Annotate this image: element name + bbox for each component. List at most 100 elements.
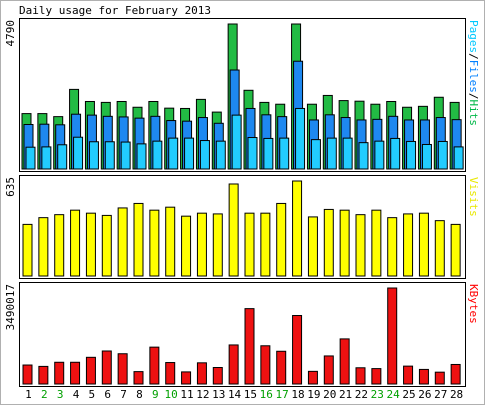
legend-visits: Visits <box>467 177 480 217</box>
bar-pages-day-7 <box>120 141 131 170</box>
bar-kbytes-day-27 <box>434 371 445 385</box>
legend-entry: Hits <box>467 100 480 127</box>
bar-pages-day-20 <box>326 137 337 170</box>
legend-entry: Visits <box>467 177 480 217</box>
x-tick-day-19: 19 <box>307 388 320 401</box>
bar-kbytes-day-9 <box>149 346 160 385</box>
x-tick-day-17: 17 <box>276 388 289 401</box>
bar-visits-day-22 <box>355 214 366 277</box>
bar-visits-day-8 <box>133 202 144 277</box>
x-tick-day-26: 26 <box>418 388 431 401</box>
bar-pages-day-12 <box>199 140 210 170</box>
x-tick-day-2: 2 <box>41 388 48 401</box>
legend-entry: / <box>467 93 480 100</box>
x-tick-day-8: 8 <box>136 388 143 401</box>
bar-kbytes-day-8 <box>133 371 144 385</box>
bar-visits-day-20 <box>323 208 334 277</box>
bar-pages-day-14 <box>231 114 242 170</box>
bar-visits-day-5 <box>85 212 96 277</box>
x-tick-day-18: 18 <box>291 388 304 401</box>
panel-visits: 635 Visits <box>4 175 480 279</box>
bar-visits-day-1 <box>22 223 33 277</box>
series-visits <box>22 180 461 277</box>
x-tick-day-14: 14 <box>228 388 242 401</box>
bar-visits-day-17 <box>276 202 287 277</box>
bar-kbytes-day-1 <box>22 364 33 385</box>
x-tick-day-22: 22 <box>355 388 368 401</box>
x-tick-day-10: 10 <box>165 388 178 401</box>
bar-visits-day-9 <box>149 209 160 277</box>
bar-kbytes-day-5 <box>85 356 96 385</box>
x-tick-day-16: 16 <box>260 388 273 401</box>
bar-pages-day-1 <box>25 146 36 170</box>
x-tick-day-3: 3 <box>57 388 64 401</box>
bar-visits-day-12 <box>196 212 207 277</box>
bar-kbytes-day-10 <box>165 362 176 385</box>
bar-kbytes-day-3 <box>54 361 65 385</box>
bar-pages-day-16 <box>263 137 274 170</box>
bar-pages-day-27 <box>437 140 448 170</box>
x-tick-day-4: 4 <box>73 388 80 401</box>
y-max-label-kbytes: 3490017 <box>4 284 17 330</box>
bar-kbytes-day-24 <box>387 287 398 385</box>
bar-visits-day-7 <box>117 207 128 277</box>
bar-visits-day-13 <box>212 213 223 277</box>
bar-kbytes-day-22 <box>355 367 366 385</box>
x-tick-day-28: 28 <box>450 388 463 401</box>
x-tick-day-21: 21 <box>339 388 352 401</box>
bar-kbytes-day-15 <box>244 308 255 385</box>
bar-visits-day-18 <box>292 180 303 277</box>
x-tick-day-20: 20 <box>323 388 336 401</box>
bar-pages-day-5 <box>88 141 99 170</box>
x-axis-tick-labels: 1 2 3 4 5 6 7 8 9 10 11 12 13 14 15 16 17 18 19 20 21 22 23 24 2… <box>25 388 463 401</box>
panel-hits-files-pages: 4790 Pages/Files/Hits <box>4 18 480 172</box>
x-tick-day-25: 25 <box>402 388 415 401</box>
x-tick-day-24: 24 <box>387 388 401 401</box>
x-tick-day-15: 15 <box>244 388 257 401</box>
bar-pages-day-17 <box>279 137 290 170</box>
legend-kbytes: KBytes <box>467 284 480 324</box>
x-tick-day-9: 9 <box>152 388 159 401</box>
bar-kbytes-day-19 <box>307 370 318 385</box>
bar-kbytes-day-17 <box>276 350 287 385</box>
legend-entry: Files <box>467 60 480 93</box>
chart-title: Daily usage for February 2013 <box>19 4 211 17</box>
bar-pages-day-3 <box>57 144 68 170</box>
bar-pages-day-18 <box>295 107 306 170</box>
series-kbytes <box>22 287 461 385</box>
bar-pages-day-26 <box>421 143 432 170</box>
bar-pages-day-13 <box>215 140 226 170</box>
bar-visits-day-16 <box>260 212 271 277</box>
bar-kbytes-day-11 <box>181 371 192 385</box>
bar-pages-day-11 <box>184 137 195 170</box>
bar-visits-day-4 <box>70 209 81 277</box>
bar-pages-day-6 <box>104 141 115 170</box>
bar-pages-day-2 <box>41 146 52 170</box>
bar-kbytes-day-2 <box>38 365 49 385</box>
x-tick-day-1: 1 <box>25 388 32 401</box>
panel-kbytes: 3490017 KBytes <box>4 282 480 387</box>
bar-pages-day-8 <box>136 143 147 170</box>
x-tick-day-6: 6 <box>104 388 111 401</box>
series-pages <box>25 107 464 170</box>
bar-visits-day-21 <box>339 209 350 277</box>
bar-pages-day-24 <box>390 137 401 170</box>
bar-kbytes-day-16 <box>260 345 271 385</box>
bar-pages-day-19 <box>310 139 321 170</box>
x-tick-day-23: 23 <box>371 388 384 401</box>
x-tick-day-11: 11 <box>180 388 193 401</box>
bar-kbytes-day-28 <box>450 363 461 385</box>
bar-visits-day-26 <box>418 212 429 277</box>
bar-pages-day-4 <box>73 136 84 170</box>
bar-visits-day-11 <box>181 215 192 277</box>
bar-visits-day-2 <box>38 217 49 277</box>
bar-pages-day-22 <box>358 142 369 170</box>
bar-kbytes-day-21 <box>339 338 350 385</box>
bar-pages-day-9 <box>152 140 163 170</box>
bar-kbytes-day-18 <box>292 315 303 385</box>
bar-kbytes-day-6 <box>101 350 112 385</box>
bar-visits-day-24 <box>387 217 398 277</box>
